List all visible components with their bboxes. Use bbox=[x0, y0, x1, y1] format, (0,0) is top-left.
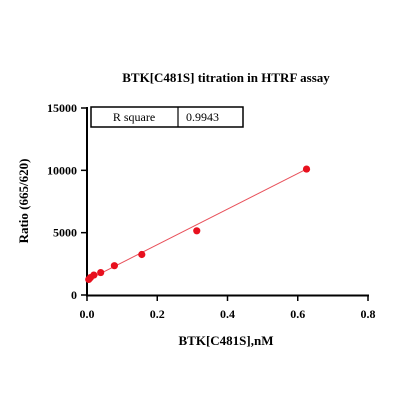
data-point bbox=[97, 268, 105, 277]
stats-box-frame bbox=[90, 106, 244, 128]
data-point bbox=[138, 250, 146, 259]
chart-title: BTK[C481S] titration in HTRF assay bbox=[122, 70, 330, 85]
x-tick-label: 0.2 bbox=[150, 307, 165, 321]
y-tick-label: 0 bbox=[71, 288, 77, 302]
y-axis-label: Ratio (665/620) bbox=[16, 159, 31, 244]
x-tick-label: 0.0 bbox=[80, 307, 95, 321]
y-tick-label: 15000 bbox=[47, 101, 77, 115]
axes bbox=[86, 107, 369, 297]
stats-box: R square 0.9943 bbox=[90, 106, 244, 128]
data-point bbox=[193, 227, 201, 235]
x-axis-label: BTK[C481S],nM bbox=[179, 333, 274, 348]
fit-line bbox=[86, 168, 307, 281]
data-points bbox=[85, 165, 311, 284]
fit-line-group bbox=[86, 168, 307, 281]
tick-labels: 0.0 0.2 0.4 0.6 0.8 0 5000 10000 15000 bbox=[47, 101, 376, 321]
y-tick-label: 5000 bbox=[53, 226, 77, 240]
data-point bbox=[302, 165, 311, 173]
y-tick-label: 10000 bbox=[47, 163, 77, 177]
tick-marks bbox=[81, 107, 369, 301]
data-point bbox=[110, 262, 118, 270]
x-tick-label: 0.4 bbox=[220, 307, 235, 321]
stats-box-label: R square bbox=[113, 110, 155, 124]
x-tick-label: 0.6 bbox=[290, 307, 305, 321]
x-tick-label: 0.8 bbox=[361, 307, 376, 321]
data-point bbox=[90, 271, 98, 279]
stats-box-value: 0.9943 bbox=[186, 110, 219, 124]
